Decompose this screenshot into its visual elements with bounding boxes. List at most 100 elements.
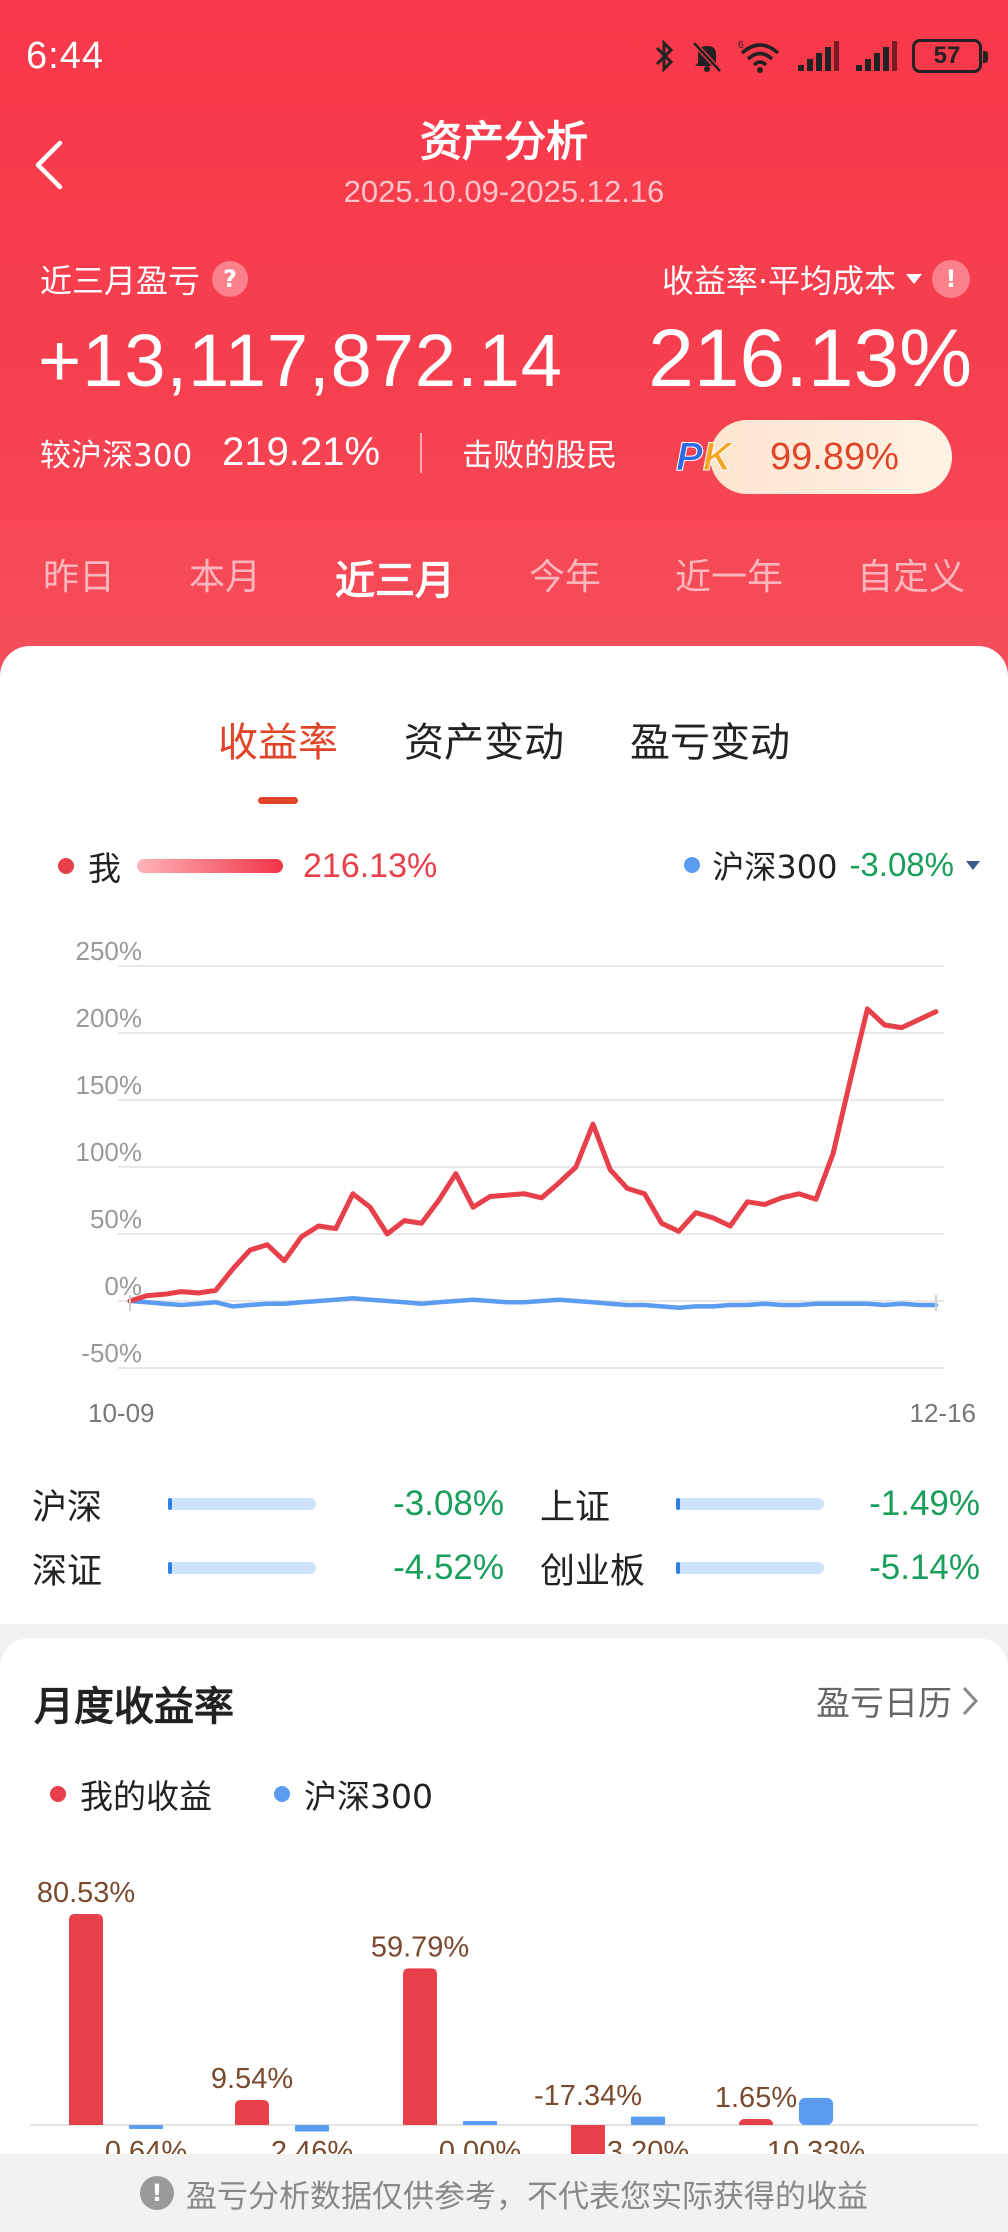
wifi-icon: 6 [738,40,780,73]
y-tick-label: 50% [90,1204,142,1234]
index-comparison-grid: 沪深 -3.08% 上证 -1.49% 深证 -4.52% 创业板 -5.14% [32,1472,982,1600]
my-return-label: 1.65% [715,2082,797,2114]
my-return-label: -17.34% [534,2080,642,2112]
index-name: 深证 [32,1551,103,1592]
pnl-calendar-link[interactable]: 盈亏日历 [816,1676,980,1725]
index-value: -5.14% [869,1548,980,1587]
tab-last-year[interactable]: 近一年 [674,557,783,598]
index-dropdown-icon[interactable] [966,860,980,870]
index-return-bar[interactable] [631,2116,665,2125]
my-return-bar[interactable] [403,1968,437,2125]
chevron-right-icon[interactable] [960,1684,980,1718]
index-return-label: 0.64% [105,2136,187,2154]
monthly-legend: 我的收益 沪深300 [50,1770,433,1818]
battery-icon: 57 [912,39,988,73]
tab-pnl-change[interactable]: 盈亏变动 [630,720,790,766]
pnl-calendar-label[interactable]: 盈亏日历 [816,1684,952,1724]
y-tick-label: 200% [76,1003,143,1033]
status-time: 6:44 [26,34,104,77]
legend-me: 我 216.13% [58,842,437,890]
tab-asset-change[interactable]: 资产变动 [404,720,564,766]
tab-this-month[interactable]: 本月 [188,557,261,598]
help-icon[interactable]: ? [212,261,249,297]
header-hero: 6:44 6 57 资产分析 2025.10.09-2025.12.16 近三月… [0,0,1008,720]
legend-my-return: 我的收益 [80,1777,212,1816]
index-bar [168,1498,316,1510]
compare-row: 较沪深300 219.21% 击败的股民 [40,430,617,475]
y-tick-label: 100% [76,1137,143,1167]
y-tick-label: -50% [81,1338,142,1368]
pnl-label: 近三月盈亏 [40,262,201,300]
disclaimer-bar: ! 盈亏分析数据仅供参考，不代表您实际获得的收益 [0,2154,1008,2232]
x-start-label: 10-09 [88,1398,155,1428]
index-name: 上证 [540,1487,611,1528]
status-bar: 6:44 6 57 [26,28,988,84]
vs-index-label: 较沪深300 [40,438,193,474]
monthly-return-card: 月度收益率 盈亏日历 我的收益 沪深300 80.53% 0.64% 9.54% 2.… [0,1638,1008,2232]
legend-index-label: 沪深300 [712,848,838,886]
tab-this-year[interactable]: 今年 [528,557,601,598]
beat-value-pill[interactable]: 99.89% [710,420,952,494]
index-value: -3.08% [393,1484,504,1523]
index-value: -4.52% [393,1548,504,1587]
monthly-title: 月度收益率 [34,1684,234,1730]
tab-return-rate[interactable]: 收益率 [218,710,338,804]
pnl-value: +13,117,872.14 [38,319,563,402]
return-label-row[interactable]: 收益率·平均成本 ! [662,256,970,302]
index-bar [676,1562,824,1574]
pnl-label-row: 近三月盈亏 ? [40,256,249,302]
info-icon: ! [140,2176,174,2210]
segment-tabs: 收益率 资产变动 盈亏变动 [0,710,1008,804]
dropdown-arrow-icon[interactable] [906,274,922,284]
legend-my-return-dot [50,1786,66,1802]
beat-value: 99.89% [770,435,899,478]
legend-me-dot [58,858,74,874]
legend-index: 沪深300 [304,1777,433,1816]
index-return-label: 3.20% [607,2136,689,2154]
y-tick-label: 0% [104,1271,142,1301]
return-label[interactable]: 收益率·平均成本 [661,262,896,300]
my-return-bar[interactable] [739,2119,773,2125]
index-return-bar[interactable] [463,2121,497,2125]
legend-index-value: -3.08% [849,846,954,883]
index-item: 深证 -4.52% [32,1543,540,1594]
my-return-line [127,1006,939,1304]
y-tick-label: 250% [76,936,143,966]
index-name: 沪深 [32,1487,103,1528]
index-return-label: 0.00% [439,2136,521,2154]
index-return-bar[interactable] [129,2125,163,2129]
my-return-bar[interactable] [235,2100,269,2125]
back-arrow-icon[interactable] [30,135,70,195]
tab-yesterday[interactable]: 昨日 [42,557,115,598]
index-return-bar[interactable] [295,2125,329,2132]
legend-index-dot [274,1786,290,1802]
my-return-bar[interactable] [571,2125,605,2154]
index-return-label: 2.46% [271,2136,353,2154]
signal-icon-2 [856,41,897,71]
page-title: 资产分析 [419,117,588,166]
bluetooth-icon [655,39,674,73]
index-return-bar[interactable] [799,2097,833,2125]
index-bar [676,1498,824,1510]
legend-me-value: 216.13% [303,846,438,885]
my-return-label: 80.53% [37,1877,135,1909]
index-item: 创业板 -5.14% [540,1543,980,1594]
my-return-bar[interactable] [69,1914,103,2125]
y-tick-label: 150% [76,1070,143,1100]
monthly-bar-chart: 80.53% 0.64% 9.54% 2.46% 59.79% 0.00% -17.34% 3… [30,1877,978,2154]
tab-custom[interactable]: 自定义 [856,557,965,598]
divider [420,432,423,473]
info-icon[interactable]: ! [932,260,970,298]
mute-bell-icon [692,41,722,73]
tab-last-three-months[interactable]: 近三月 [334,558,455,604]
period-tabs: 昨日 本月 近三月 今年 近一年 自定义 [0,548,1008,606]
date-range: 2025.10.09-2025.12.16 [343,174,665,209]
return-value: 216.13% [648,313,972,404]
vs-index-value: 219.21% [222,430,381,474]
legend-index[interactable]: 沪深300 -3.08% [684,842,980,888]
index-name: 创业板 [540,1551,646,1592]
my-return-label: 59.79% [371,1931,469,1963]
return-chart-card: 收益率 资产变动 盈亏变动 我 216.13% 沪深300 -3.08% 250… [0,646,1008,1624]
my-return-label: 9.54% [211,2063,293,2095]
index-value: -1.49% [869,1484,980,1523]
